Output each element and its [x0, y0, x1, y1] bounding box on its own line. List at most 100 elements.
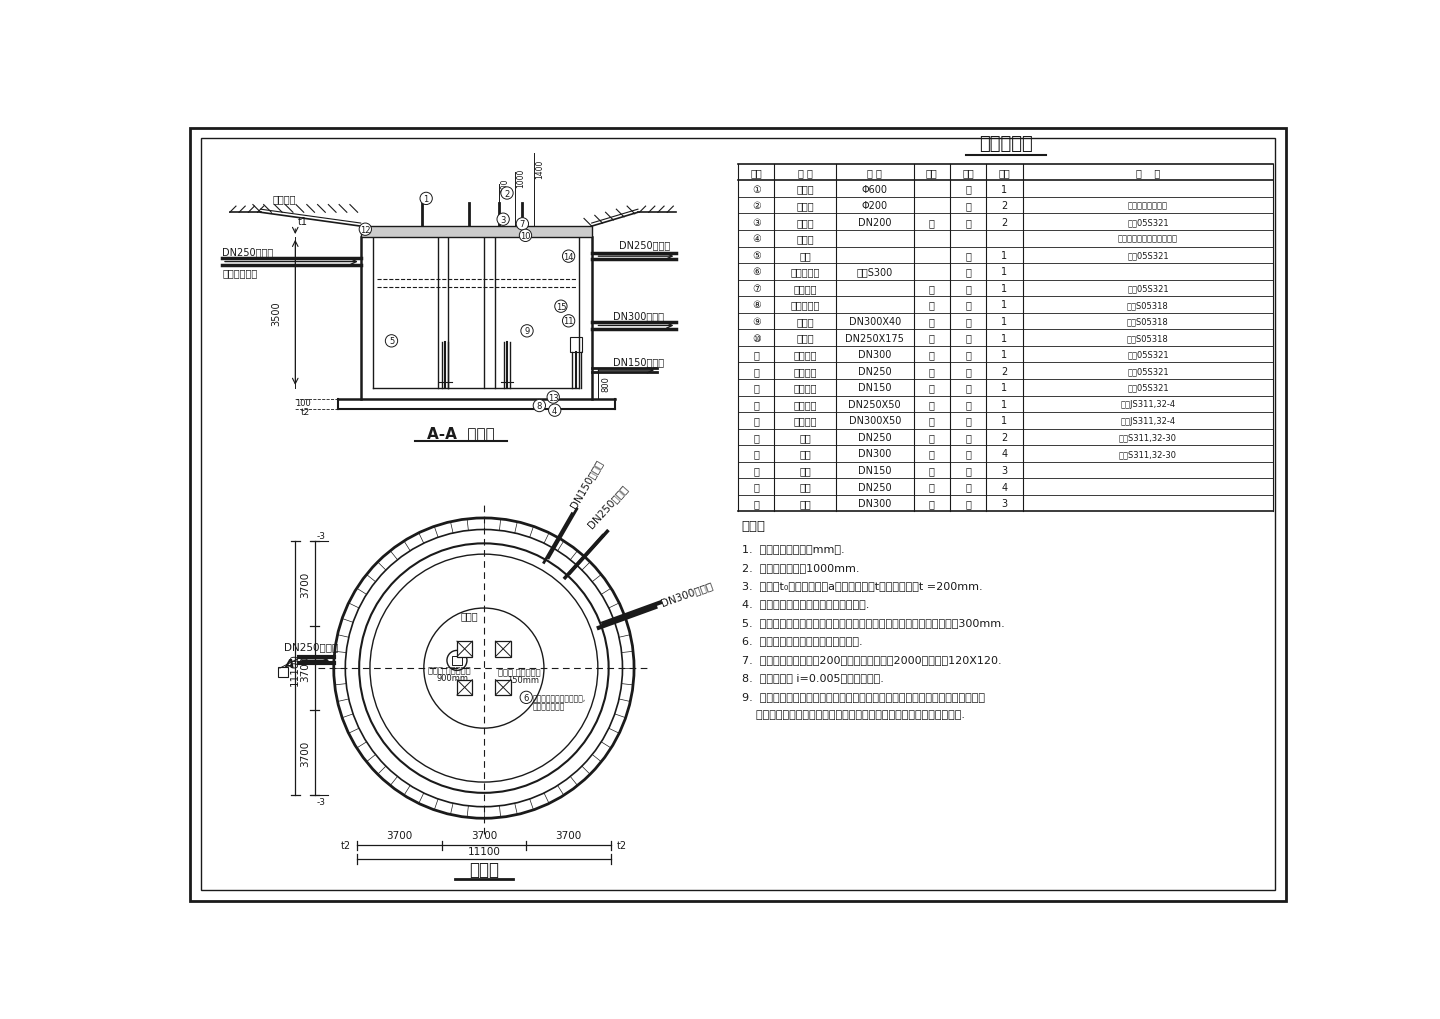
Text: t1: t1 [298, 217, 308, 226]
Text: ⑱: ⑱ [753, 466, 759, 476]
Text: 管径，根数有关的集水坑布置应按具体工程情况，另见具体工程布置图.: 管径，根数有关的集水坑布置应按具体工程情况，另见具体工程布置图. [742, 709, 965, 719]
Circle shape [386, 335, 397, 347]
Text: 人孔盖板可开启做: 人孔盖板可开启做 [1128, 202, 1168, 211]
Text: 名 称: 名 称 [798, 168, 812, 178]
Bar [452, 656, 462, 665]
Text: DN250: DN250 [858, 482, 891, 492]
Circle shape [520, 230, 531, 243]
Text: 200: 200 [501, 178, 510, 193]
Bar [360, 227, 592, 237]
Text: 另见检孔布置图: 另见检孔布置图 [533, 701, 564, 710]
Text: 9.  检修孔、水位池，各种附属设备和水管管径，根据，平面位置，高程以及与出: 9. 检修孔、水位池，各种附属设备和水管管径，根据，平面位置，高程以及与出 [742, 691, 985, 701]
Text: 15: 15 [556, 303, 566, 312]
Circle shape [501, 187, 513, 200]
Text: ⑧: ⑧ [752, 301, 760, 310]
Text: 1: 1 [1001, 184, 1008, 195]
Text: 钢: 钢 [929, 432, 935, 442]
Text: 道: 道 [965, 251, 971, 261]
Text: 检修孔: 检修孔 [461, 610, 478, 621]
Text: 7.  导流墙顶距池顶板底200，导流墙底部每隔2000开流水口120X120.: 7. 导流墙顶距池顶板底200，导流墙底部每隔2000开流水口120X120. [742, 654, 1001, 664]
Text: 7: 7 [520, 220, 526, 229]
Text: 详见S311,32-30: 详见S311,32-30 [1119, 449, 1176, 459]
Text: 12: 12 [360, 225, 370, 234]
Bar [495, 642, 511, 657]
Text: 钢制弯头: 钢制弯头 [793, 399, 816, 410]
Text: 只: 只 [965, 416, 971, 426]
Text: DN300出水管: DN300出水管 [660, 580, 714, 607]
Text: 4.  本图所注管径可根据设计需要作修改.: 4. 本图所注管径可根据设计需要作修改. [742, 599, 870, 609]
Text: 4: 4 [1001, 449, 1008, 459]
Circle shape [563, 251, 575, 263]
Text: 钢: 钢 [929, 333, 935, 343]
Text: A-A  剖面图: A-A 剖面图 [426, 426, 495, 440]
Text: DN300: DN300 [858, 498, 891, 508]
Text: 钢: 钢 [929, 466, 935, 476]
Circle shape [547, 391, 559, 404]
Text: 详见S05318: 详见S05318 [1128, 317, 1169, 326]
Text: 3500: 3500 [271, 301, 281, 325]
Text: DN300X40: DN300X40 [848, 317, 901, 327]
Text: 6: 6 [524, 693, 528, 702]
Text: 900mm: 900mm [436, 674, 468, 683]
Text: 详见05S321: 详见05S321 [1128, 367, 1169, 376]
Bar [570, 337, 582, 353]
Text: DN250X175: DN250X175 [845, 333, 904, 343]
Text: 详见S05318: 详见S05318 [1128, 301, 1169, 310]
Text: ⑥: ⑥ [752, 267, 760, 277]
Text: 平面图: 平面图 [469, 861, 498, 878]
Text: 蝶阀壁: 蝶阀壁 [796, 333, 814, 343]
Text: 100: 100 [295, 398, 311, 408]
Text: ⑪: ⑪ [753, 350, 759, 360]
Text: DN150: DN150 [858, 466, 891, 476]
Text: 详见S311,32-30: 详见S311,32-30 [1119, 433, 1176, 442]
Text: 详见05S321: 详见05S321 [1128, 284, 1169, 293]
Text: DN250进水管: DN250进水管 [222, 247, 274, 257]
Text: DN250: DN250 [858, 432, 891, 442]
Text: Φ600: Φ600 [861, 184, 887, 195]
Circle shape [554, 301, 567, 313]
Text: 水管帽盖: 水管帽盖 [793, 283, 816, 293]
Text: 通风管 高出覆土面: 通风管 高出覆土面 [498, 667, 540, 677]
Text: 1: 1 [1001, 283, 1008, 293]
Text: 钢: 钢 [929, 482, 935, 492]
Text: 2: 2 [1001, 366, 1008, 376]
Text: 详见05S321: 详见05S321 [1128, 218, 1169, 227]
Text: 钢: 钢 [929, 399, 935, 410]
Text: 钢: 钢 [929, 383, 935, 393]
Text: 米: 米 [965, 466, 971, 476]
Text: 蝶阀止水头: 蝶阀止水头 [791, 301, 819, 310]
Text: 只: 只 [965, 350, 971, 360]
Text: 3: 3 [1001, 498, 1008, 508]
Text: 详见S05318: 详见S05318 [1128, 334, 1169, 342]
Text: 1: 1 [1001, 301, 1008, 310]
Bar [456, 642, 472, 657]
Text: 只: 只 [965, 317, 971, 327]
Text: 钢: 钢 [929, 317, 935, 327]
Text: A: A [285, 657, 295, 669]
Text: ③: ③ [752, 217, 760, 227]
Text: 详见05S321: 详见05S321 [1128, 383, 1169, 392]
Text: 只: 只 [965, 184, 971, 195]
Text: 根据最最初定收泵泵类型定: 根据最最初定收泵泵类型定 [1117, 234, 1178, 244]
Circle shape [420, 193, 432, 206]
Circle shape [563, 315, 575, 328]
Text: 水位报示仪: 水位报示仪 [791, 267, 819, 277]
Text: -3: -3 [317, 532, 325, 540]
Text: 套: 套 [965, 267, 971, 277]
Text: 3700: 3700 [386, 830, 412, 841]
Text: 通风管 高出覆土面: 通风管 高出覆土面 [429, 665, 471, 675]
Text: 只: 只 [965, 201, 971, 211]
Text: 3: 3 [501, 215, 505, 224]
Text: 1: 1 [1001, 399, 1008, 410]
Text: 集水坑: 集水坑 [796, 234, 814, 244]
Text: 1: 1 [1001, 350, 1008, 360]
Text: 6.  导流墙布置可据进出水管位置确定.: 6. 导流墙布置可据进出水管位置确定. [742, 636, 863, 646]
Text: t2: t2 [341, 840, 351, 850]
Text: ⑦: ⑦ [752, 283, 760, 293]
Text: 钢: 钢 [929, 350, 935, 360]
Text: 材料: 材料 [926, 168, 937, 178]
Text: 3700: 3700 [556, 830, 582, 841]
Text: DN300出水管: DN300出水管 [613, 311, 664, 320]
Text: 钢管: 钢管 [799, 498, 811, 508]
Text: 5.  有关工艺布置详细说明见总说明，施工缝设在底板与池壁处，钢片宽300mm.: 5. 有关工艺布置详细说明见总说明，施工缝设在底板与池壁处，钢片宽300mm. [742, 618, 1005, 628]
